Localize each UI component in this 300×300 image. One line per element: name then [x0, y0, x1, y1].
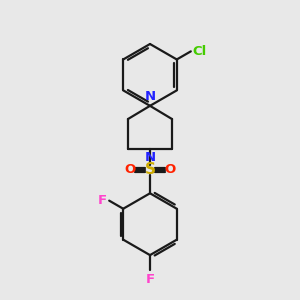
Text: S: S [145, 162, 155, 177]
Text: F: F [98, 194, 107, 207]
Text: O: O [124, 163, 136, 176]
Text: Cl: Cl [192, 45, 206, 58]
Text: F: F [146, 273, 154, 286]
Text: N: N [144, 91, 156, 103]
Text: N: N [144, 151, 156, 164]
Text: O: O [164, 163, 176, 176]
